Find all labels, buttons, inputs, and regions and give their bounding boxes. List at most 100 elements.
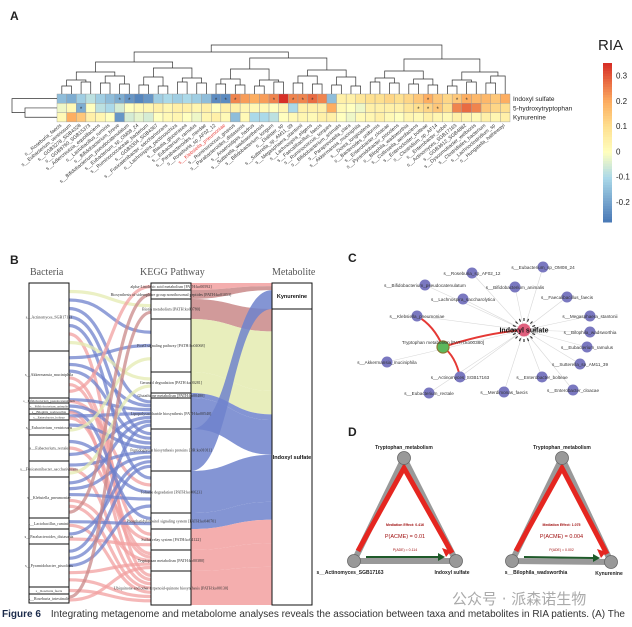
heatmap-cell [403,93,414,104]
bacteria-node [466,267,478,279]
colorbar-segment [603,174,612,178]
heatmap-cell [403,112,414,123]
significance-star: * [456,98,459,104]
colorbar-segment [603,68,612,72]
colorbar-segment [603,97,612,101]
sankey-band [191,283,272,290]
heatmap-cell [355,103,366,113]
p-acme-label: P(ACME) = 0.004 [540,534,583,540]
arrowhead-icon [442,548,451,557]
dendrogram-branch [157,85,169,94]
caption-label: Figure 6 [2,609,41,620]
metabolite-node-label: Indoxyl sulfate [273,455,312,461]
dendrogram-branch [408,83,419,94]
network-edge [428,329,525,394]
caption-text: Integrating metagenome and metabolome an… [50,609,625,620]
heatmap-cell [317,103,328,113]
heatmap-cell [211,112,222,123]
colorbar-tick-label: -0.1 [616,173,630,182]
bacteria-node-label: s__Bilophila_wadsworthia [32,410,67,414]
heatmap-cell [104,103,116,113]
colorbar-segment [603,206,612,210]
dendrogram-branch [249,57,328,70]
pathway-node-label: Sulfur relay system [PATH:ko04122] [141,537,201,542]
heatmap-cell [268,103,279,113]
colorbar-segment [603,81,612,85]
colorbar-segment [603,198,612,202]
sankey-link [68,464,152,560]
bacteria-node [574,358,586,370]
colorbar-segment [603,137,612,141]
dendrogram-branch [177,81,188,94]
bacteria-node-label: s__Megasphaera_stantonii [562,314,617,319]
sankey-link [68,289,152,308]
sankey-link [68,467,152,586]
sankey-band [191,501,272,529]
network-edge [514,286,525,331]
heatmap-cell [451,103,463,113]
heatmap-cell [442,112,453,123]
watermark: 公众号 · 派森诺生物 [452,590,587,608]
heatmap-cell [182,93,193,104]
bacteria-node [536,371,548,383]
bacteria-node [498,386,510,398]
bacteria-node [567,384,579,396]
heatmap-cell [490,112,501,123]
colorbar-segment [603,166,612,170]
bacteria-node-label: s__Parabacteroides_distasonis [25,534,74,539]
heatmap-cell [56,112,67,123]
colorbar-segment [603,108,612,112]
dendrogram-branch [153,67,193,78]
colorbar-segment [603,78,612,83]
p-acme-label: P(ACME) = 0.01 [385,534,425,540]
colorbar-segment [603,208,612,212]
heatmap-cell [133,103,144,113]
pathway-node-label: Glutathione metabolism [PATH:ko00480] [138,393,206,398]
bacteria-node [419,279,431,291]
sankey-link [68,415,152,457]
heatmap-cell [220,103,231,113]
colorbar-segment [603,142,612,146]
sankey-link [68,423,152,553]
heatmap-cell [133,93,144,104]
heatmap-cell [297,103,308,113]
pathway-node-label: Tryptophan metabolism [PATH:ko00380] [402,340,484,345]
heatmap-cell [345,93,356,104]
heatmap-cell [394,103,405,113]
colorbar-segment [603,65,612,69]
network-edge [523,296,568,331]
sankey-link [68,404,152,445]
sankey-band [191,319,272,391]
heatmap-cell [239,103,250,113]
heatmap-cell [259,112,270,123]
heatmap-cell [133,112,144,123]
heatmap-cell [66,103,77,113]
colorbar-tick-label: 0.3 [616,72,628,81]
heatmap-cell [162,103,173,113]
heatmap-cell [172,93,183,104]
dendrogram-branch [490,75,506,94]
heatmap-cell [442,103,453,113]
heatmap-cell [336,93,347,104]
heatmap-cell [336,103,347,113]
panel-label-b: B [10,253,19,267]
mediator-label: Tryptophan_metabolism [375,445,433,451]
heatmap-cell [374,103,385,113]
colorbar-segment [603,153,612,157]
network-edge [523,329,588,348]
colorbar-segment [603,184,612,189]
mediation-effect-label: Mediation Effect: 0.416 [386,523,424,527]
dendrogram-branch [133,51,289,62]
bacteria-node-label: s__Faecalibacillus_faecis [541,295,594,300]
colorbar-segment [603,76,612,80]
figure-caption: Figure 6 Integrating metagenome and metab… [2,609,625,620]
bacteria-node-label: s__Roseburia_sp_AF02_12 [444,271,501,276]
arrowhead-icon [518,338,522,342]
sankey-band [191,393,272,420]
metabolite-node-label: Indoxyl sulfate [499,328,548,335]
panel-label-d: D [348,425,357,439]
network-edge [523,315,591,331]
bacteria-node [411,310,423,322]
significance-star: * [437,107,440,113]
heatmap-cell [95,93,106,104]
